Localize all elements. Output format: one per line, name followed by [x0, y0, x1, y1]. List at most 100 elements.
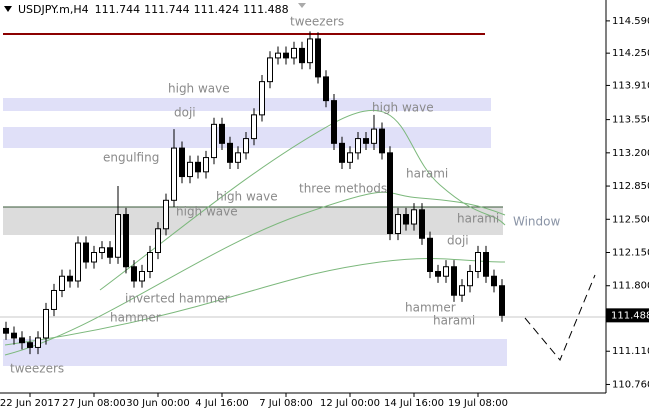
- x-tick-label: 12 Jul 00:00: [320, 398, 380, 409]
- annotation: tweezers: [10, 362, 64, 376]
- x-tick-label: 22 Jun 2017: [0, 398, 60, 409]
- price-tag: [606, 308, 649, 323]
- y-tick-label: 113.200: [612, 148, 649, 159]
- candle-body: [195, 161, 201, 173]
- header-value: 111.488: [243, 3, 289, 16]
- symbol: USDJPY.m,H4: [18, 3, 89, 16]
- header-value: 111.744: [144, 3, 190, 16]
- y-tick-label: 113.910: [612, 80, 649, 91]
- annotation: doji: [174, 106, 196, 120]
- candle-body: [459, 285, 465, 296]
- candle-body: [179, 147, 185, 178]
- candle-body: [419, 209, 425, 239]
- candle-body: [387, 152, 393, 235]
- candle-body: [203, 157, 209, 173]
- x-tick-label: 30 Jun 00:00: [126, 398, 190, 409]
- candle-body: [59, 275, 65, 291]
- y-tick-label: 112.850: [612, 181, 649, 192]
- x-tick-label: 7 Jul 08:00: [259, 398, 313, 409]
- candle-body: [379, 128, 385, 154]
- annotation: high wave: [176, 205, 238, 219]
- candle-body: [275, 52, 281, 59]
- zone: [3, 207, 503, 235]
- candle-body: [371, 128, 377, 144]
- candle-body: [171, 147, 177, 201]
- candle-body: [123, 214, 129, 268]
- candle-body: [443, 266, 449, 277]
- candle-body: [491, 275, 497, 287]
- annotation: high wave: [372, 101, 434, 115]
- candle-body: [355, 138, 361, 154]
- y-tick-label: 112.500: [612, 214, 649, 225]
- moving-average: [99, 110, 506, 291]
- candle-body: [323, 76, 329, 102]
- candle-body: [283, 52, 289, 59]
- header-value: 111.424: [194, 3, 240, 16]
- candle-body: [251, 114, 257, 140]
- candle-body: [155, 228, 161, 254]
- annotation: hammer: [405, 301, 456, 315]
- candle-body: [131, 266, 137, 282]
- candle-body: [43, 308, 49, 339]
- y-tick-label: 110.760: [612, 379, 649, 390]
- annotation: three methods: [299, 182, 387, 196]
- candle-body: [451, 266, 457, 296]
- candle-body: [219, 123, 225, 144]
- candle-body: [115, 214, 121, 258]
- candle-body: [75, 242, 81, 282]
- candle-body: [339, 142, 345, 163]
- candle-body: [259, 81, 265, 116]
- annotation: hammer: [110, 311, 161, 325]
- candle-body: [307, 38, 313, 64]
- y-tick-label: 114.590: [612, 16, 649, 27]
- annotations: tweezers high wave doji high wave engulf…: [10, 15, 561, 376]
- candle-body: [235, 152, 241, 163]
- candle-body: [363, 138, 369, 144]
- annotation: harami: [433, 314, 475, 328]
- candle-body: [83, 242, 89, 263]
- candle-body: [91, 252, 97, 263]
- candle-body: [411, 209, 417, 225]
- annotation: tweezers: [290, 15, 344, 29]
- candle-body: [395, 214, 401, 235]
- candle-body: [299, 47, 305, 64]
- candle-body: [67, 275, 73, 282]
- annotation: high wave: [216, 190, 278, 204]
- candle-body: [35, 337, 41, 348]
- candle-body: [51, 289, 57, 310]
- annotation: harami: [406, 167, 448, 181]
- forecast-line: [524, 274, 596, 361]
- candle-body: [483, 252, 489, 277]
- candle-body: [99, 247, 105, 254]
- candle-body: [139, 270, 145, 282]
- candle-body: [211, 123, 217, 159]
- y-tick-label: 113.550: [612, 115, 649, 126]
- candle-body: [227, 142, 233, 163]
- candle-body: [3, 327, 9, 334]
- candle-body: [435, 270, 441, 277]
- marker: [298, 3, 306, 8]
- candle-body: [331, 100, 337, 144]
- candle-body: [403, 214, 409, 225]
- candle-body: [467, 270, 473, 287]
- header: USDJPY.m,H4 111.744 111.744 111.424 111.488: [18, 3, 289, 16]
- annotation: inverted hammer: [125, 292, 230, 306]
- y-tick-label: 111.800: [612, 281, 649, 292]
- x-tick-label: 14 Jul 16:00: [384, 398, 444, 409]
- candle-body: [315, 38, 321, 78]
- candle-body: [163, 199, 169, 230]
- zone: [3, 339, 507, 366]
- candle-body: [107, 247, 113, 258]
- candle-body: [347, 152, 353, 163]
- candle-body: [19, 337, 25, 344]
- annotation: high wave: [168, 82, 230, 96]
- x-tick-label: 4 Jul 16:00: [195, 398, 249, 409]
- y-tick-label: 114.250: [612, 48, 649, 59]
- candle-body: [267, 57, 273, 83]
- annotation: Window: [513, 215, 561, 229]
- candle-body: [147, 252, 153, 272]
- moving-average: [4, 257, 506, 346]
- y-tick-label: 111.110: [612, 346, 649, 357]
- price-tag-label: 111.488: [611, 310, 649, 321]
